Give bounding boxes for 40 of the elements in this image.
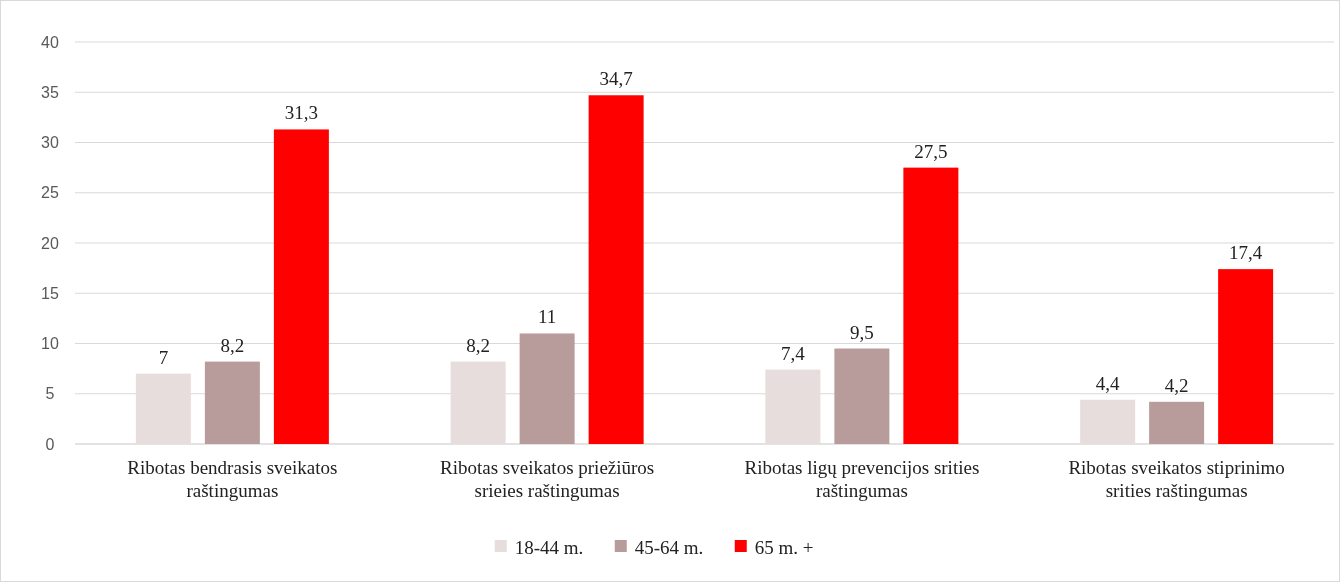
data-label: 31,3 — [284, 102, 318, 124]
bar — [273, 129, 329, 444]
y-tick-label: 40 — [41, 33, 59, 51]
legend-label: 18-44 m. — [514, 536, 584, 558]
bar — [765, 369, 821, 444]
legend-label: 65 m. + — [754, 536, 814, 558]
x-tick-label: Ribotas sveikatos priežiūros srieies raštingumas — [440, 457, 655, 501]
x-tick-label: Ribotas ligų prevencijos srities raštingumas — [744, 457, 980, 501]
bar — [519, 333, 575, 444]
y-tick-label: 35 — [41, 83, 59, 101]
bar — [204, 361, 260, 444]
bar — [1149, 401, 1205, 444]
legend-label: 45-64 m. — [634, 536, 704, 558]
y-tick-label: 15 — [41, 284, 59, 302]
bar — [588, 95, 644, 444]
data-label: 17,4 — [1229, 242, 1263, 264]
data-label: 8,2 — [466, 334, 490, 356]
data-label: 34,7 — [599, 68, 633, 90]
x-tick-label: Ribotas sveikatos stiprinimo srities raštingumas — [1068, 457, 1285, 501]
bar — [834, 348, 890, 444]
bar — [903, 167, 959, 444]
x-tick-label: Ribotas bendrasis sveikatos raštingumas — [127, 457, 338, 501]
data-label: 9,5 — [850, 321, 874, 343]
y-tick-label: 30 — [41, 134, 59, 152]
y-tick-label: 25 — [41, 184, 59, 202]
data-label: 7 — [158, 346, 169, 368]
bar — [1218, 269, 1274, 444]
bar — [1080, 399, 1136, 444]
y-tick-label: 0 — [45, 435, 55, 453]
data-label: 8,2 — [220, 334, 245, 356]
data-label: 4,4 — [1095, 372, 1120, 394]
bar — [450, 361, 506, 444]
data-label: 4,2 — [1164, 374, 1189, 396]
data-label: 27,5 — [914, 140, 948, 162]
data-label: 11 — [537, 306, 557, 328]
y-tick-label: 5 — [45, 385, 55, 403]
y-tick-label: 20 — [41, 234, 59, 252]
data-label: 7,4 — [781, 342, 806, 364]
bar — [135, 373, 191, 444]
y-tick-label: 10 — [41, 335, 59, 353]
